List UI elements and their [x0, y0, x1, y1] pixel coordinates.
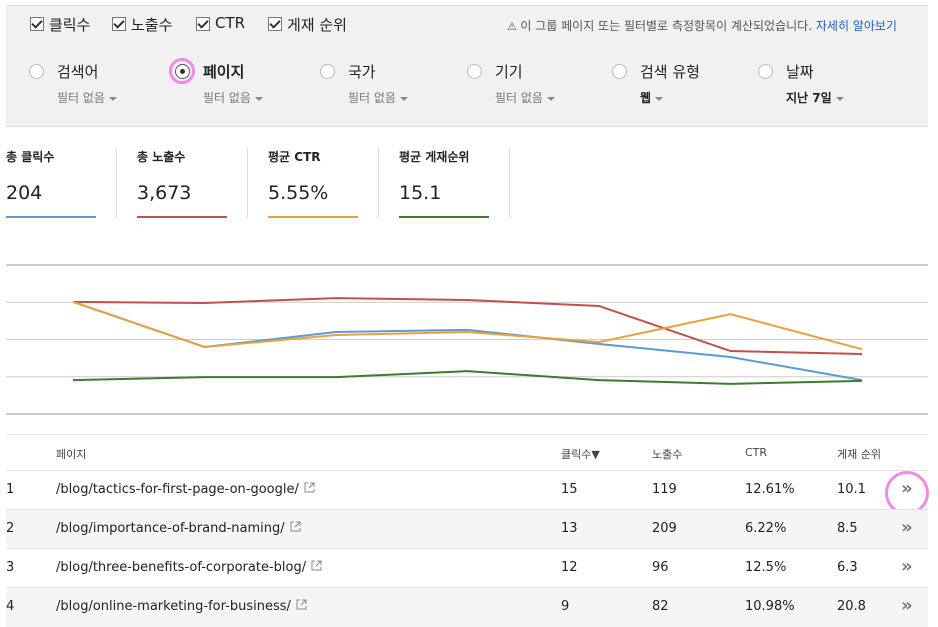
metric-label[interactable]: CTR — [215, 14, 246, 32]
column-header[interactable]: CTR — [745, 446, 768, 459]
column-header[interactable]: 노출수 — [652, 448, 683, 461]
page-url[interactable]: /blog/online-marketing-for-business/ — [56, 599, 307, 614]
checkbox[interactable] — [196, 17, 210, 31]
notice-text: 이 그룹 페이지 또는 필터별로 측정항목이 계산되었습니다. — [520, 19, 813, 33]
cell: 209 — [652, 521, 677, 536]
row-details-arrow[interactable]: » — [901, 595, 913, 616]
cell: 10.1 — [837, 482, 866, 497]
filter-label[interactable]: 날짜 — [786, 63, 814, 81]
filter-label[interactable]: 검색어 — [57, 63, 99, 81]
table-row[interactable] — [6, 509, 928, 549]
cell: 96 — [652, 560, 669, 575]
filter-value[interactable]: 필터 없음 — [348, 89, 408, 106]
separator — [509, 148, 510, 218]
table-header — [6, 434, 928, 474]
summary-underline — [137, 216, 227, 218]
page-url[interactable]: /blog/importance-of-brand-naming/ — [56, 521, 301, 536]
radio-button[interactable] — [758, 64, 773, 79]
metric-label[interactable]: 노출수 — [131, 16, 173, 34]
external-link-icon[interactable] — [304, 482, 315, 493]
column-header[interactable]: 클릭수▼ — [561, 448, 600, 461]
table-row[interactable] — [6, 548, 928, 588]
row-index: 3 — [6, 560, 15, 575]
cell: 15 — [561, 482, 578, 497]
summary-underline — [399, 216, 489, 218]
separator — [116, 148, 117, 218]
filter-value[interactable]: 웹 — [640, 89, 663, 106]
filter-value[interactable]: 필터 없음 — [203, 89, 263, 106]
external-link-icon[interactable] — [296, 599, 307, 610]
cell: 82 — [652, 599, 669, 614]
summary-underline — [268, 216, 358, 218]
cell: 12 — [561, 560, 578, 575]
table-row[interactable] — [6, 470, 928, 510]
radio-button[interactable] — [612, 64, 627, 79]
summary-value[interactable]: 3,673 — [137, 182, 192, 204]
summary-label[interactable]: 평균 게재순위 — [399, 150, 470, 164]
checkbox[interactable] — [112, 17, 126, 31]
toolbar — [6, 5, 928, 127]
selection-highlight — [169, 58, 195, 84]
cell: 6.22% — [745, 521, 787, 536]
radio-button[interactable] — [175, 64, 190, 79]
filter-value[interactable]: 필터 없음 — [57, 89, 117, 106]
radio-button[interactable] — [320, 64, 335, 79]
cell: 13 — [561, 521, 578, 536]
external-link-icon[interactable] — [290, 521, 301, 532]
cell: 10.98% — [745, 599, 795, 614]
row-index: 4 — [6, 599, 15, 614]
page-url[interactable]: /blog/three-benefits-of-corporate-blog/ — [56, 560, 322, 575]
series-line — [72, 370, 863, 385]
external-link-icon[interactable] — [311, 560, 322, 571]
row-index: 1 — [6, 482, 15, 497]
checkbox[interactable] — [30, 17, 44, 31]
separator — [247, 148, 248, 218]
summary-label[interactable]: 평균 CTR — [268, 150, 321, 164]
summary-value[interactable]: 204 — [6, 182, 43, 204]
summary-value[interactable]: 15.1 — [399, 182, 442, 204]
radio-button[interactable] — [29, 64, 44, 79]
page-url[interactable]: /blog/tactics-for-first-page-on-google/ — [56, 482, 315, 497]
filter-label[interactable]: 기기 — [495, 63, 523, 81]
series-line — [72, 297, 863, 356]
cell: 6.3 — [837, 560, 858, 575]
cell: 119 — [652, 482, 677, 497]
row-index: 2 — [6, 521, 15, 536]
radio-button[interactable] — [467, 64, 482, 79]
series-line — [72, 300, 863, 351]
notice: ⚠ 이 그룹 페이지 또는 필터별로 측정항목이 계산되었습니다. 자세히 알아… — [507, 19, 897, 33]
summary-label[interactable]: 총 노출수 — [137, 150, 186, 164]
column-header[interactable]: 게재 순위 — [837, 448, 881, 461]
summary-underline — [6, 216, 96, 218]
column-header: 페이지 — [56, 448, 87, 461]
metric-label[interactable]: 게재 순위 — [287, 16, 347, 34]
summary-label[interactable]: 총 클릭수 — [6, 150, 55, 164]
separator — [378, 148, 379, 218]
metric-label[interactable]: 클릭수 — [49, 16, 91, 34]
row-details-arrow[interactable]: » — [901, 517, 913, 538]
filter-value[interactable]: 필터 없음 — [495, 89, 555, 106]
checkbox[interactable] — [268, 17, 282, 31]
filter-label[interactable]: 페이지 — [203, 63, 245, 81]
summary-value[interactable]: 5.55% — [268, 182, 329, 204]
filter-value[interactable]: 지난 7일 — [786, 89, 844, 106]
series-line — [72, 300, 863, 382]
row-details-arrow[interactable]: » — [901, 556, 913, 577]
learn-more-link[interactable]: 자세히 알아보기 — [815, 19, 897, 33]
row-details-arrow[interactable]: » — [901, 478, 913, 499]
filter-label[interactable]: 검색 유형 — [640, 63, 700, 81]
cell: 9 — [561, 599, 570, 614]
cell: 12.61% — [745, 482, 795, 497]
cell: 20.8 — [837, 599, 866, 614]
cell: 12.5% — [745, 560, 787, 575]
filter-label[interactable]: 국가 — [348, 63, 376, 81]
cell: 8.5 — [837, 521, 858, 536]
